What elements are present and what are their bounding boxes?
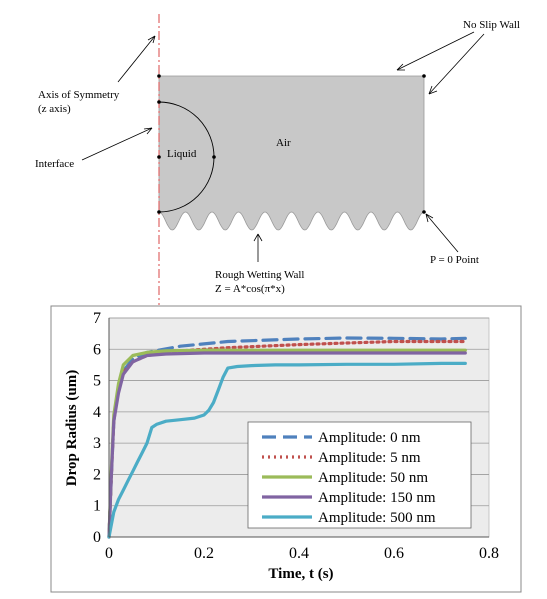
y-tick-label: 7 <box>93 310 101 327</box>
label-no-slip-wall: No Slip Wall <box>463 19 520 31</box>
arrowhead <box>425 213 434 223</box>
x-tick-label: 0.2 <box>194 545 214 562</box>
domain-diagram: No Slip Wall Axis of Symmetry (z axis) I… <box>35 14 520 305</box>
arrowhead <box>428 85 438 95</box>
arrow-axis <box>117 35 156 83</box>
x-tick-label: 0 <box>105 545 113 562</box>
interface-edge-dot <box>212 155 216 159</box>
liquid-left-dot <box>157 155 161 159</box>
legend-label: Amplitude: 5 nm <box>318 450 421 466</box>
label-axis-of-symmetry: Axis of Symmetry <box>38 89 120 101</box>
arrowhead <box>396 63 405 71</box>
label-liquid: Liquid <box>167 148 197 160</box>
arrow-interface <box>81 127 153 161</box>
annotation-arrows <box>81 31 485 262</box>
x-axis-title: Time, t (s) <box>268 566 333 582</box>
x-tick-label: 0.6 <box>384 545 404 562</box>
legend-label: Amplitude: 0 nm <box>318 430 421 446</box>
corner-dot <box>157 74 161 78</box>
label-rough-equation: Z = A*cos(π*x) <box>215 283 285 295</box>
arrow-p-zero <box>425 213 459 253</box>
label-air: Air <box>276 137 291 149</box>
y-tick-label: 1 <box>93 498 101 515</box>
arrow-noslip-right <box>428 33 485 95</box>
data-series <box>107 336 467 539</box>
label-rough-wetting-wall: Rough Wetting Wall <box>215 269 305 281</box>
y-tick-label: 2 <box>93 466 101 483</box>
legend-items: Amplitude: 0 nm Amplitude: 5 nm Amplitude:… <box>262 430 436 526</box>
y-tick-label: 6 <box>93 341 101 358</box>
corner-dot <box>422 74 426 78</box>
x-tick-labels: 0 0.2 0.4 0.6 0.8 <box>105 545 499 562</box>
legend: Amplitude: 0 nm Amplitude: 5 nm Amplitude:… <box>247 421 472 529</box>
arrowhead <box>253 233 263 242</box>
chart: 0 1 2 3 4 5 6 7 0 0.2 0.4 0.6 0.8 Time, t (s) Drop … <box>50 305 522 593</box>
legend-box <box>247 421 472 529</box>
computational-domain <box>158 75 425 231</box>
legend-label: Amplitude: 500 nm <box>318 510 436 526</box>
y-tick-label: 5 <box>93 373 101 390</box>
label-p-zero-point: P = 0 Point <box>430 254 479 266</box>
x-tick-label: 0.8 <box>479 545 499 562</box>
corner-dot <box>157 210 161 214</box>
y-tick-labels: 0 1 2 3 4 5 6 7 <box>93 310 101 546</box>
label-interface: Interface <box>35 158 74 170</box>
label-z-axis: (z axis) <box>38 103 71 115</box>
y-tick-label: 0 <box>93 529 101 546</box>
legend-label: Amplitude: 150 nm <box>318 490 436 506</box>
y-tick-label: 4 <box>93 404 101 421</box>
series-line-0 <box>107 336 467 539</box>
series-line-4 <box>107 361 467 539</box>
interface-top-dot <box>157 100 161 104</box>
y-axis-title: Drop Radius (um) <box>64 370 80 486</box>
arrow-noslip-top <box>396 31 475 71</box>
arrowhead <box>147 35 156 44</box>
legend-label: Amplitude: 50 nm <box>318 470 428 486</box>
x-tick-label: 0.4 <box>289 545 309 562</box>
arrowhead <box>143 127 153 135</box>
y-tick-label: 3 <box>93 435 101 452</box>
series-line-3 <box>107 351 467 539</box>
corner-dot <box>422 210 426 214</box>
